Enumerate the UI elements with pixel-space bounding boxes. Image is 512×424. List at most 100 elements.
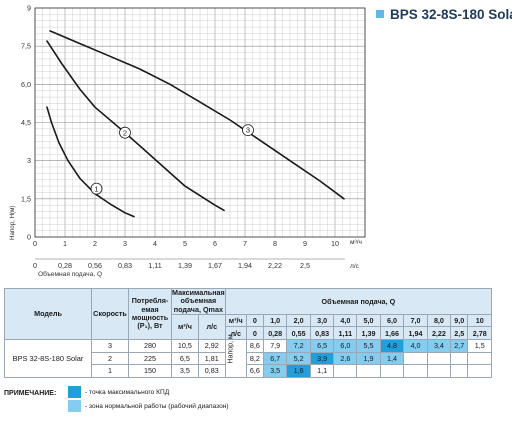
- x-tick-top-label: 3: [123, 239, 127, 248]
- qmax-ls-cell: 2,92: [197, 339, 226, 353]
- head-value-cell: 8,2: [245, 351, 264, 366]
- header-flowmax-ls: л/с: [197, 313, 226, 341]
- x-tick-top-label: 2: [93, 239, 97, 248]
- header-model: Модель: [4, 287, 92, 341]
- q-ls-1: 0,28: [262, 326, 288, 341]
- speed-cell: 3: [91, 339, 129, 353]
- x-tick-top-label: 0: [33, 239, 37, 248]
- header-flowq: Объемная подача, Q: [224, 288, 493, 315]
- q-ls-6: 1,66: [379, 326, 405, 341]
- x-tick-bottom-label: 0,28: [58, 261, 72, 270]
- curve-marker-label-3: 3: [246, 126, 250, 135]
- curve-speed-1: [46, 106, 135, 218]
- speed-cell: 1: [91, 364, 129, 378]
- x-tick-top-label: 4: [153, 239, 157, 248]
- head-value-cell: [356, 364, 381, 378]
- plot-border: [34, 7, 366, 238]
- head-value-cell: 7,2: [286, 339, 311, 353]
- x-tick-top-label: 7: [243, 239, 247, 248]
- x-tick-top-label: 9: [303, 239, 307, 248]
- x-tick-bottom-label: 1,11: [148, 261, 161, 270]
- q-m3-5: 5,0: [356, 313, 381, 328]
- q-m3-8: 8,0: [426, 313, 452, 328]
- head-value-cell: [403, 351, 428, 366]
- q-m3-3: 3,0: [309, 313, 335, 328]
- header-flowmax: Максимальная объемная подача, Qmax: [171, 288, 226, 315]
- x-tick-top-label: 1: [63, 239, 67, 248]
- head-value-cell: 1,1: [309, 364, 335, 378]
- power-cell: 225: [128, 351, 172, 366]
- head-value-cell: 6,7: [262, 351, 288, 366]
- note-work-zone: - зона нормальной работы (рабочий диапаз…: [68, 400, 229, 412]
- head-value-cell: 7,9: [262, 339, 288, 353]
- x-tick-bottom-label: 2,22: [268, 261, 282, 270]
- q-ls-9: 2,5: [450, 326, 469, 341]
- chart-title: BPS 32-8S-180 Solar: [390, 7, 512, 22]
- q-m3-2: 2,0: [286, 313, 311, 328]
- x-tick-bottom-label: 0,56: [88, 261, 102, 270]
- head-value-cell: [467, 351, 492, 366]
- header-flowmax-m3: м³/ч: [171, 313, 199, 341]
- power-cell: 280: [128, 339, 172, 353]
- x-tick-bottom-label: 0,83: [118, 261, 132, 270]
- table-row: BPS 32-8S-180 Solar 3 280 10,5 2,92 Напор, м 8…: [4, 334, 492, 378]
- q-m3-7: 7,0: [403, 313, 428, 328]
- head-value-cell: 3,4: [426, 339, 452, 353]
- curve-speed-3: [49, 30, 345, 200]
- x-tick-top-label: 5: [183, 239, 187, 248]
- head-value-cell: [379, 364, 405, 378]
- head-value-cell: 1,5: [467, 339, 492, 353]
- q-m3-9: 9,0: [450, 313, 469, 328]
- y-tick-label: 4,5: [21, 118, 31, 127]
- head-value-cell: [450, 351, 469, 366]
- max-eff-swatch: [68, 386, 81, 398]
- note-max-eff: - точка максимального КПД: [68, 386, 169, 398]
- qmax-m3-cell: 6,5: [171, 351, 199, 366]
- y-tick-label: 1,5: [21, 194, 31, 203]
- curve-marker-1: [90, 182, 103, 195]
- head-value-cell: 5,2: [286, 351, 311, 366]
- chart-axes: [34, 7, 366, 260]
- header-power: Потребля-емая мощность (P₁), Вт: [128, 287, 172, 341]
- q-ls-4: 1,11: [333, 326, 358, 341]
- y-tick-label: 7,5: [21, 42, 31, 51]
- x-tick-bottom-label: 0: [33, 261, 37, 270]
- y-tick-label: 9: [27, 4, 31, 13]
- power-cell: 150: [128, 364, 172, 378]
- head-value-cell: 6,5: [309, 339, 335, 353]
- model-cell: BPS 32-8S-180 Solar: [4, 339, 92, 378]
- q-ls-8: 2,22: [426, 326, 452, 341]
- chart-ticks: 0 1,5 3 4,5 6,0 7,5 9 0 1 2 3 4 5 6 7 8 9 10 0 0,28 0,56 0,83…: [21, 4, 339, 271]
- header-speed: Скорость: [91, 287, 129, 341]
- note-max-eff-text: - точка максимального КПД: [85, 388, 170, 396]
- head-value-cell: 2,6: [333, 351, 358, 366]
- chart-series: 1 2 3: [46, 30, 345, 218]
- table-row: 1 150 3,5 0,83 6,6 3,5 1,6 1,1: [5, 364, 492, 378]
- q-m3-1: 1,0: [262, 313, 288, 328]
- chart-grid: [34, 7, 366, 238]
- curve-marker-3: [242, 124, 254, 137]
- note-work-zone-text: - зона нормальной работы (рабочий диапаз…: [85, 402, 229, 410]
- head-value-cell: 2,7: [450, 339, 469, 353]
- y-tick-label: 0: [27, 233, 31, 242]
- qmax-m3-cell: 3,5: [171, 364, 199, 378]
- q-ls-7: 1,94: [403, 326, 428, 341]
- header-unit-m3: м³/ч: [224, 313, 247, 328]
- x-unit-top: м³/ч: [350, 239, 362, 246]
- head-value-cell: 4,0: [403, 339, 428, 353]
- head-value-cell: [467, 364, 492, 378]
- x-tick-bottom-label: 2,5: [300, 261, 310, 270]
- x-tick-top-label: 8: [273, 239, 277, 248]
- x-axis-label: Объемная подача, Q: [38, 270, 102, 278]
- head-value-cell: 3,9: [309, 351, 335, 366]
- head-value-cell: 5,5: [356, 339, 381, 353]
- curve-marker-label-2: 2: [123, 128, 127, 137]
- x-tick-bottom-label: 1,67: [208, 261, 222, 270]
- speed-cell: 2: [91, 351, 129, 366]
- q-m3-0: 0: [245, 313, 264, 328]
- q-m3-4: 4,0: [333, 313, 358, 328]
- q-ls-10: 2,78: [467, 326, 492, 341]
- head-value-cell: 1,9: [356, 351, 381, 366]
- x-tick-top-label: 6: [213, 239, 217, 248]
- head-label-cell: Напор, м: [224, 334, 247, 378]
